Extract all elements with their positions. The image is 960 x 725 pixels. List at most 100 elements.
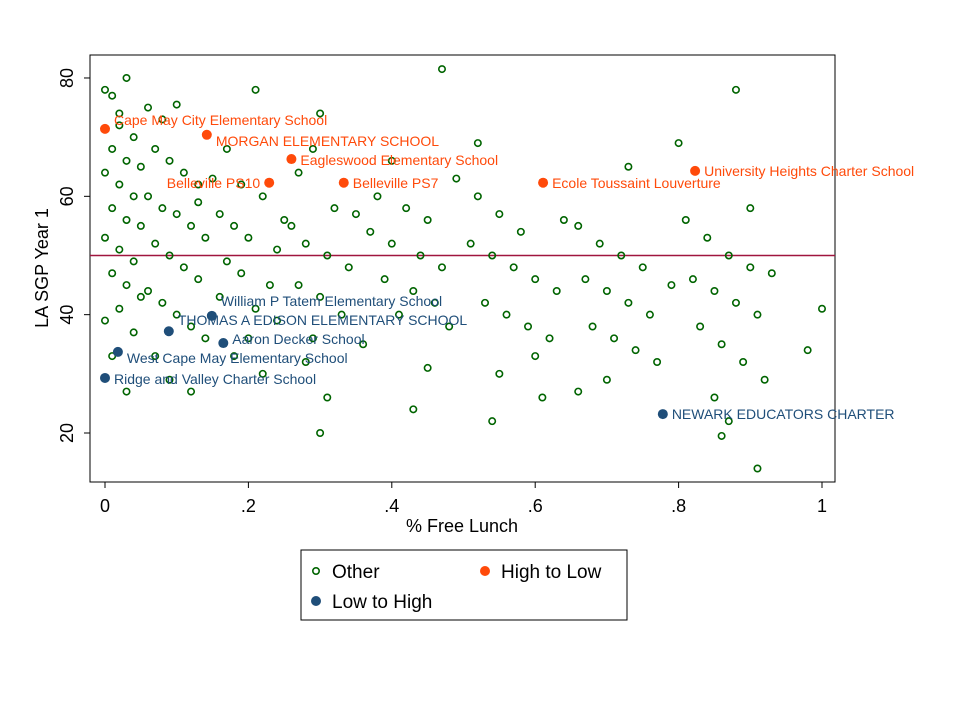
point-other [101,85,110,94]
point-other [488,251,497,260]
point-other [581,275,590,284]
point-other [445,322,454,331]
point-other [753,464,762,473]
point-low-to-high [218,338,229,349]
point-other [251,85,260,94]
point-other [151,144,160,153]
point-other [158,115,167,124]
point-other [746,263,755,272]
point-other [552,286,561,295]
point-other [538,393,547,402]
point-label: Ecole Toussaint Louverture [552,175,721,191]
point-other [215,210,224,219]
point-other [516,227,525,236]
point-other [531,352,540,361]
point-other [108,204,117,213]
point-other [129,133,138,142]
point-other [409,405,418,414]
point-other [323,393,332,402]
point-other [617,251,626,260]
y-axis-title: LA SGP Year 1 [32,208,52,328]
point-label: West Cape May Elementary School [127,350,348,366]
point-other [115,180,124,189]
point-other [717,431,726,440]
y-tick-label: 40 [57,305,77,325]
points-layer [100,65,826,473]
point-label: William P Tatem Elementary School [221,293,442,309]
point-label: Belleville PS7 [353,175,439,191]
point-other [653,357,662,366]
point-other [144,192,153,201]
point-other [316,428,325,437]
point-other [172,310,181,319]
point-other [667,281,676,290]
x-tick-label: .2 [241,496,256,516]
point-other [258,192,267,201]
point-other [136,221,145,230]
point-other [746,204,755,213]
point-label: Aaron Decker School [232,331,364,347]
point-other [129,257,138,266]
point-other [316,292,325,301]
point-other [316,109,325,118]
point-other [502,310,511,319]
point-other [559,215,568,224]
point-other [244,334,253,343]
point-other [488,417,497,426]
legend-label-high-to-low: High to Low [501,562,602,583]
point-high-to-low [201,129,212,140]
point-other [129,328,138,337]
legend-marker-other [311,566,320,575]
point-other [179,168,188,177]
point-other [122,156,131,165]
point-other [710,286,719,295]
point-other [108,144,117,153]
point-other [230,221,239,230]
point-other [387,239,396,248]
point-other [753,310,762,319]
point-low-to-high [163,326,174,337]
point-other [222,257,231,266]
point-other [803,346,812,355]
point-label: Belleville PS10 [167,175,261,191]
point-other [122,215,131,224]
point-other [208,174,217,183]
point-low-to-high [112,346,123,357]
point-other [394,310,403,319]
point-other [308,334,317,343]
point-other [158,204,167,213]
point-other [696,322,705,331]
point-other [416,251,425,260]
point-other [301,239,310,248]
point-other [602,375,611,384]
point-high-to-low [538,177,549,188]
point-low-to-high [206,310,217,321]
point-other [294,168,303,177]
point-other [495,369,504,378]
point-other [151,239,160,248]
point-other [717,340,726,349]
point-other [402,204,411,213]
point-other [172,100,181,109]
point-other [437,263,446,272]
point-other [767,269,776,278]
point-other [817,304,826,313]
point-high-to-low [264,177,275,188]
point-other [473,139,482,148]
point-other [122,387,131,396]
point-other [380,275,389,284]
point-other [760,375,769,384]
x-tick-label: .4 [384,496,399,516]
point-other [237,269,246,278]
point-other [179,263,188,272]
point-other [101,233,110,242]
point-other [222,144,231,153]
point-other [466,239,475,248]
point-other [237,180,246,189]
point-other [122,281,131,290]
point-other [710,393,719,402]
plot-area [89,54,836,483]
point-high-to-low [286,154,297,165]
point-other [165,156,174,165]
